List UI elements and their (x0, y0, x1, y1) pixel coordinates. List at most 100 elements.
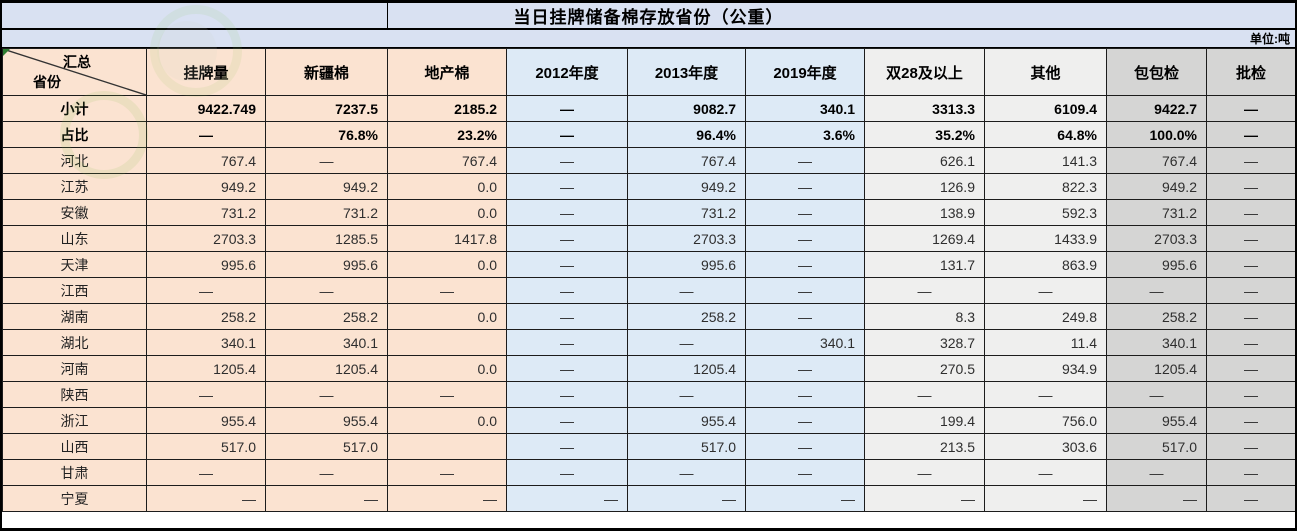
cell[interactable]: 0.0 (387, 407, 507, 434)
cell[interactable]: — (506, 381, 628, 408)
cell[interactable]: 949.2 (627, 173, 746, 200)
cell[interactable]: 2185.2 (387, 95, 507, 122)
column-header-7[interactable]: 双28及以上 (864, 48, 985, 96)
cell[interactable]: 1205.4 (1106, 355, 1207, 382)
cell[interactable]: — (146, 381, 266, 408)
cell[interactable]: 955.4 (146, 407, 266, 434)
cell[interactable]: 9082.7 (627, 95, 746, 122)
cell[interactable]: — (506, 199, 628, 226)
cell[interactable]: — (745, 433, 865, 460)
cell[interactable]: 995.6 (265, 251, 388, 278)
column-header-3[interactable]: 地产棉 (387, 48, 507, 96)
cell[interactable]: 756.0 (984, 407, 1107, 434)
cell[interactable]: 64.8% (984, 121, 1107, 148)
row-label[interactable]: 天津 (2, 251, 147, 278)
cell[interactable]: — (864, 485, 985, 512)
cell[interactable]: 767.4 (387, 147, 507, 174)
cell[interactable]: 626.1 (864, 147, 985, 174)
row-label[interactable]: 占比 (2, 121, 147, 148)
row-label[interactable]: 江西 (2, 277, 147, 304)
cell[interactable]: — (984, 485, 1107, 512)
cell[interactable]: 213.5 (864, 433, 985, 460)
cell[interactable]: 731.2 (265, 199, 388, 226)
cell[interactable]: — (745, 173, 865, 200)
cell[interactable]: 2703.3 (627, 225, 746, 252)
row-label[interactable]: 宁夏 (2, 485, 147, 512)
cell[interactable]: — (627, 381, 746, 408)
cell[interactable]: — (1206, 355, 1295, 382)
cell[interactable]: — (1106, 485, 1207, 512)
cell[interactable]: — (506, 121, 628, 148)
cell[interactable]: — (1206, 225, 1295, 252)
cell[interactable]: 100.0% (1106, 121, 1207, 148)
cell[interactable] (387, 329, 507, 356)
cell[interactable]: 0.0 (387, 251, 507, 278)
row-label[interactable]: 湖南 (2, 303, 147, 330)
cell[interactable]: — (506, 147, 628, 174)
row-label[interactable]: 山东 (2, 225, 147, 252)
cell[interactable]: 9422.749 (146, 95, 266, 122)
column-header-4[interactable]: 2012年度 (506, 48, 628, 96)
row-label[interactable]: 河南 (2, 355, 147, 382)
cell[interactable]: — (146, 121, 266, 148)
cell[interactable]: 949.2 (1106, 173, 1207, 200)
cell[interactable]: — (506, 277, 628, 304)
cell[interactable]: — (1206, 251, 1295, 278)
cell[interactable]: — (864, 459, 985, 486)
cell[interactable]: 11.4 (984, 329, 1107, 356)
cell[interactable]: — (387, 381, 507, 408)
cell[interactable]: 126.9 (864, 173, 985, 200)
cell[interactable]: 340.1 (745, 95, 865, 122)
cell[interactable]: 138.9 (864, 199, 985, 226)
cell[interactable]: 141.3 (984, 147, 1107, 174)
cell[interactable]: — (984, 381, 1107, 408)
cell[interactable]: — (265, 277, 388, 304)
cell[interactable]: 270.5 (864, 355, 985, 382)
cell[interactable]: — (506, 225, 628, 252)
row-label[interactable]: 江苏 (2, 173, 147, 200)
row-label[interactable]: 陕西 (2, 381, 147, 408)
cell[interactable]: 995.6 (627, 251, 746, 278)
cell[interactable]: 955.4 (265, 407, 388, 434)
cell[interactable]: 1205.4 (265, 355, 388, 382)
cell[interactable]: 934.9 (984, 355, 1107, 382)
cell[interactable]: 955.4 (627, 407, 746, 434)
cell[interactable]: 767.4 (146, 147, 266, 174)
cell[interactable]: 0.0 (387, 173, 507, 200)
cell[interactable]: — (1206, 485, 1295, 512)
cell[interactable]: — (1206, 303, 1295, 330)
cell[interactable]: — (506, 407, 628, 434)
cell[interactable]: 949.2 (265, 173, 388, 200)
cell[interactable]: — (984, 459, 1107, 486)
cell[interactable]: — (265, 381, 388, 408)
corner-header-cell[interactable]: 汇总 省份 (2, 48, 147, 96)
cell[interactable]: 9422.7 (1106, 95, 1207, 122)
cell[interactable]: — (745, 303, 865, 330)
cell[interactable]: — (146, 485, 266, 512)
row-label[interactable]: 安徽 (2, 199, 147, 226)
cell[interactable]: — (1106, 277, 1207, 304)
cell[interactable]: 7237.5 (265, 95, 388, 122)
row-label[interactable]: 河北 (2, 147, 147, 174)
column-header-2[interactable]: 新疆棉 (265, 48, 388, 96)
cell[interactable]: — (265, 459, 388, 486)
cell[interactable]: 3.6% (745, 121, 865, 148)
cell[interactable]: — (506, 329, 628, 356)
cell[interactable]: — (265, 485, 388, 512)
cell[interactable]: 767.4 (1106, 147, 1207, 174)
cell[interactable]: — (1206, 173, 1295, 200)
cell[interactable]: 1285.5 (265, 225, 388, 252)
cell[interactable]: — (1206, 459, 1295, 486)
cell[interactable]: 199.4 (864, 407, 985, 434)
cell[interactable]: 592.3 (984, 199, 1107, 226)
cell[interactable]: — (627, 277, 746, 304)
column-header-6[interactable]: 2019年度 (745, 48, 865, 96)
cell[interactable]: — (745, 199, 865, 226)
cell[interactable]: 863.9 (984, 251, 1107, 278)
cell[interactable]: 328.7 (864, 329, 985, 356)
cell[interactable]: 1417.8 (387, 225, 507, 252)
cell[interactable]: 949.2 (146, 173, 266, 200)
cell[interactable]: — (387, 459, 507, 486)
column-header-8[interactable]: 其他 (984, 48, 1107, 96)
cell[interactable]: 23.2% (387, 121, 507, 148)
